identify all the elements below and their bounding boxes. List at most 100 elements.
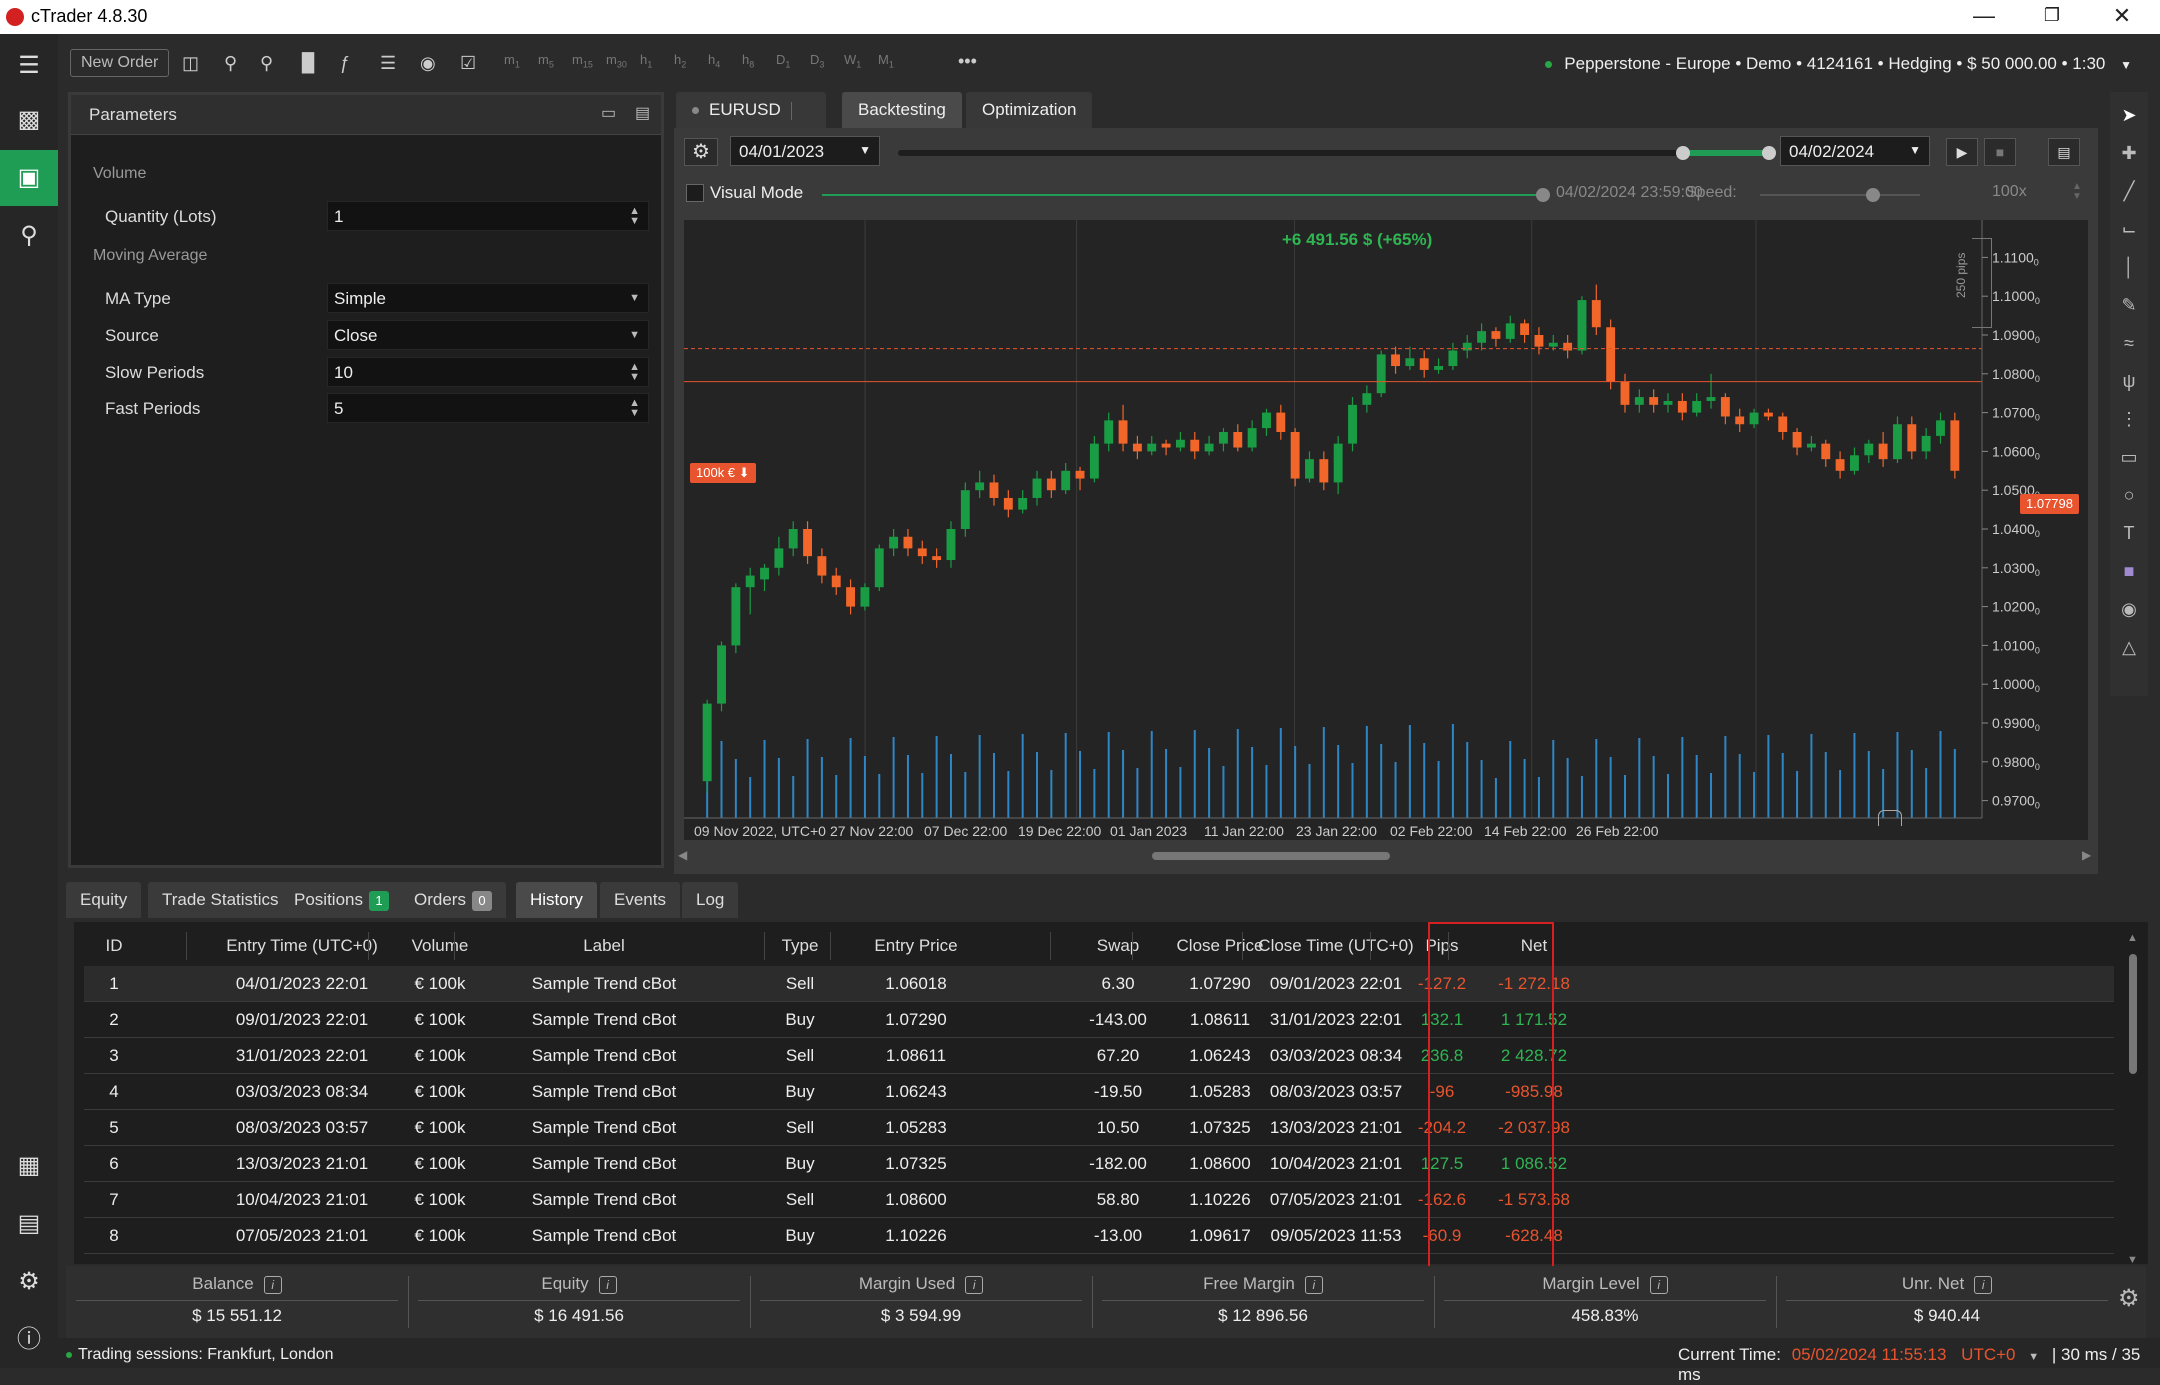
column-header-label[interactable]: Label (583, 936, 625, 955)
layout-icon[interactable]: ◫ (182, 53, 200, 73)
tab-positions[interactable]: Positions 1 (280, 882, 403, 918)
tab-orders[interactable]: Orders 0 (400, 882, 506, 918)
info-icon[interactable]: i (965, 1276, 984, 1294)
table-row[interactable]: 7 10/04/2023 21:01 € 100k Sample Trend cBot… (84, 1182, 2114, 1218)
table-row[interactable]: 4 03/03/2023 08:34 € 100k Sample Trend cBot… (84, 1074, 2114, 1110)
column-header-swap[interactable]: Swap (1096, 936, 1140, 955)
backtest-settings-gear-icon[interactable]: ⚙ (684, 138, 718, 166)
range-end-handle[interactable] (1762, 146, 1776, 160)
trend-line-icon[interactable]: ╱ (2123, 181, 2135, 201)
range-start-handle[interactable] (1676, 146, 1690, 160)
end-date-picker[interactable]: 04/02/2024 ▼ (1780, 136, 1930, 166)
account-dropdown-icon[interactable]: ▼ (2120, 58, 2132, 72)
info-icon[interactable]: i (1649, 1276, 1668, 1294)
column-header-close-price[interactable]: Close Price (1176, 936, 1264, 955)
slow-periods-stepper[interactable]: 10 ▲ ▼ (327, 357, 649, 387)
zoom-in-icon[interactable]: ⚲ (260, 53, 274, 73)
tab-trade-statistics[interactable]: Trade Statistics (148, 882, 293, 918)
color-swatch-icon[interactable]: ■ (2123, 561, 2135, 581)
cursor-icon[interactable]: ➤ (2121, 105, 2137, 125)
help-icon[interactable]: ⓘ (17, 1326, 41, 1353)
text-icon[interactable]: T (2123, 523, 2135, 543)
close-window-button[interactable]: ✕ (2112, 3, 2132, 28)
column-header-entry-time-utc-[interactable]: Entry Time (UTC+0) (226, 936, 378, 955)
timeframe-h2[interactable]: h2 (674, 52, 687, 70)
gann-icon[interactable]: ⋮ (2120, 409, 2138, 429)
summary-settings-gear-icon[interactable]: ⚙ (2118, 1285, 2140, 1312)
table-row[interactable]: 3 31/01/2023 22:01 € 100k Sample Trend cBot… (84, 1038, 2114, 1074)
ma-type-select[interactable]: Simple ▼ (327, 283, 649, 313)
play-icon[interactable]: ▶ (1946, 138, 1978, 166)
column-header-close-time-utc-[interactable]: Close Time (UTC+0) (1258, 936, 1414, 955)
chart-type-icon[interactable]: ▉ (302, 53, 316, 73)
more-icon[interactable]: ••• (958, 51, 977, 71)
layers-icon[interactable]: ☰ (380, 53, 397, 73)
chart-horizontal-scrollbar[interactable]: ◀ ▶ (674, 844, 2098, 868)
info-icon[interactable]: i (1974, 1276, 1993, 1294)
indicators-icon[interactable]: ƒ (340, 53, 351, 73)
column-header-net[interactable]: Net (1520, 936, 1548, 955)
tab-backtesting[interactable]: Backtesting (842, 92, 962, 128)
pitchfork-icon[interactable]: ψ (2122, 371, 2136, 391)
column-separator[interactable] (186, 932, 187, 960)
info-icon[interactable]: i (1304, 1276, 1323, 1294)
save-icon[interactable]: ▤ (635, 105, 651, 122)
minimize-button[interactable]: — (1973, 3, 1995, 28)
scroll-up-icon[interactable]: ▲ (2127, 932, 2138, 944)
settings-gear-icon[interactable]: ⚙ (18, 1268, 40, 1295)
table-vertical-scrollbar[interactable]: ▲ ▼ (2126, 932, 2140, 1266)
column-separator[interactable] (1370, 932, 1371, 960)
scroll-down-icon[interactable]: ▼ (2127, 1254, 2138, 1266)
trade-app-icon[interactable]: ▩ (17, 106, 41, 133)
stepper-arrows-icon[interactable]: ▲ ▼ (629, 397, 640, 419)
scroll-thumb[interactable] (2129, 954, 2137, 1074)
timeframe-m30[interactable]: m30 (606, 52, 627, 70)
tab-optimization[interactable]: Optimization (966, 92, 1093, 128)
timeframe-m1[interactable]: m1 (504, 52, 520, 70)
pencil-icon[interactable]: ✎ (2121, 295, 2137, 315)
timeframe-h4[interactable]: h4 (708, 52, 721, 70)
tab-events[interactable]: Events (600, 882, 680, 918)
timeframe-h8[interactable]: h8 (742, 52, 755, 70)
alert-bell-icon[interactable]: △ (2122, 637, 2136, 657)
table-row[interactable]: 1 04/01/2023 22:01 € 100k Sample Trend cBot… (84, 966, 2114, 1002)
speed-stepper-icon[interactable]: ▲ ▼ (2072, 181, 2082, 202)
column-separator[interactable] (830, 932, 831, 960)
column-separator[interactable] (764, 932, 765, 960)
column-separator[interactable] (1448, 932, 1449, 960)
info-icon[interactable]: i (598, 1276, 617, 1294)
zoom-out-icon[interactable]: ⚲ (224, 53, 238, 73)
restore-button[interactable]: ❐ (2043, 5, 2061, 25)
rectangle-icon[interactable]: ▭ (2120, 447, 2138, 467)
algo-app-icon[interactable]: ▣ (0, 150, 58, 206)
hamburger-menu-icon[interactable]: ☰ (18, 52, 40, 79)
ray-icon[interactable]: ⌙ (2121, 219, 2137, 239)
column-header-id[interactable]: ID (105, 936, 123, 955)
timezone-selector[interactable]: UTC+0 (1961, 1345, 2016, 1364)
timeframe-D3[interactable]: D3 (810, 52, 825, 70)
save-results-icon[interactable]: ▤ (2048, 138, 2080, 166)
new-order-button[interactable]: New Order (70, 49, 170, 77)
quantity-stepper[interactable]: 1 ▲ ▼ (327, 201, 649, 231)
fibonacci-icon[interactable]: ≈ (2124, 333, 2134, 353)
tab-equity[interactable]: Equity (66, 882, 142, 918)
column-separator[interactable] (454, 932, 455, 960)
timeframe-M1[interactable]: M1 (878, 52, 894, 70)
timeframe-D1[interactable]: D1 (776, 52, 791, 70)
visual-progress-handle[interactable] (1536, 188, 1550, 202)
start-date-picker[interactable]: 04/01/2023 ▼ (730, 136, 880, 166)
timeframe-m15[interactable]: m15 (572, 52, 593, 70)
scroll-marker-icon[interactable] (1878, 810, 1902, 826)
date-range-slider[interactable] (898, 150, 1758, 156)
scroll-left-icon[interactable]: ◀ (678, 848, 688, 862)
timeframe-W1[interactable]: W1 (844, 52, 862, 70)
copy-icon[interactable]: ▦ (17, 1152, 41, 1179)
timeframe-m5[interactable]: m5 (538, 52, 554, 70)
crosshair-icon[interactable]: ✚ (2121, 143, 2137, 163)
column-header-entry-price[interactable]: Entry Price (874, 936, 958, 955)
camera-icon[interactable]: ◉ (2121, 599, 2137, 619)
wallet-icon[interactable]: ▤ (17, 1210, 41, 1237)
scroll-right-icon[interactable]: ▶ (2082, 848, 2092, 862)
column-header-pips[interactable]: Pips (1425, 936, 1459, 955)
column-header-type[interactable]: Type (781, 936, 819, 955)
